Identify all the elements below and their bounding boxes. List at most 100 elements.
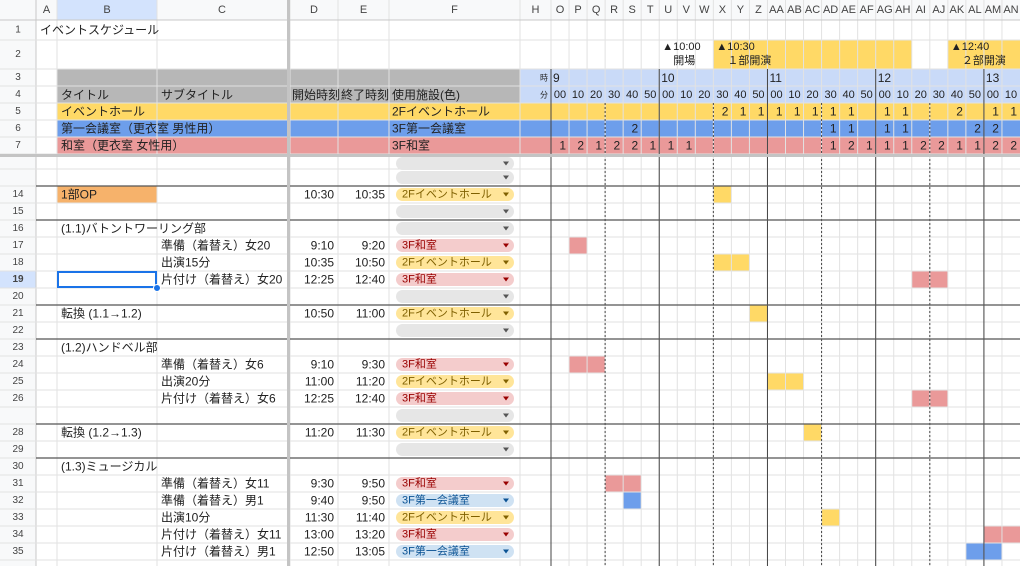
- facility-chip[interactable]: [396, 426, 514, 439]
- facility-chip[interactable]: [396, 307, 514, 320]
- milestone-label: ２部開演: [962, 53, 1006, 67]
- gantt-cell: [569, 237, 588, 254]
- usage-count: 1: [902, 105, 909, 119]
- start-time: 9:40: [311, 494, 335, 508]
- minute: 10: [1005, 89, 1017, 101]
- facility-chip[interactable]: [396, 392, 514, 405]
- end-time: 11:40: [356, 511, 385, 525]
- chip-arrow[interactable]: [503, 379, 509, 384]
- row-number: 21: [12, 308, 24, 319]
- usage-count: 2: [992, 122, 999, 136]
- column-header: F: [451, 4, 458, 16]
- facility-chip[interactable]: [396, 511, 514, 524]
- facility-chip-label: 2Fイベントホール: [402, 511, 492, 524]
- facility-chip[interactable]: [396, 528, 514, 541]
- milestone-label: １部開演: [727, 53, 771, 67]
- chip-arrow[interactable]: [503, 549, 509, 554]
- minute: 20: [915, 89, 927, 101]
- column-title: 開始時刻: [292, 88, 340, 102]
- end-time: 10:50: [355, 256, 385, 270]
- minute: 40: [734, 89, 746, 101]
- column-header: Y: [737, 4, 745, 16]
- gantt-cell: [983, 543, 1002, 560]
- chip-arrow[interactable]: [503, 430, 509, 435]
- chip-arrow[interactable]: [503, 532, 509, 537]
- chip-arrow[interactable]: [503, 277, 509, 282]
- facility-chip[interactable]: [396, 273, 514, 286]
- chip-arrow[interactable]: [503, 243, 509, 248]
- facility-chip-label: 3F和室: [402, 357, 437, 371]
- facility-chip[interactable]: [396, 157, 514, 170]
- facility-chip[interactable]: [396, 375, 514, 388]
- facility-chip[interactable]: [396, 494, 514, 507]
- minute: 50: [752, 89, 764, 101]
- start-time: 9:30: [311, 477, 335, 491]
- facility-chip-label: 3F和室: [402, 476, 437, 490]
- chip-arrow[interactable]: [503, 362, 509, 367]
- subtitle: 準備（着替え）男1: [161, 493, 264, 508]
- column-title: サブタイトル: [161, 87, 233, 102]
- hour: 10: [661, 71, 675, 85]
- usage-count: 2: [920, 139, 927, 153]
- chip-arrow[interactable]: [503, 311, 509, 316]
- chip-arrow[interactable]: [503, 175, 509, 180]
- usage-count: 2: [632, 122, 639, 136]
- facility-chip-label: 2Fイベントホール: [402, 307, 492, 320]
- gantt-cell: [623, 492, 642, 509]
- facility-chip-label: 3F和室: [402, 391, 437, 405]
- chip-arrow[interactable]: [503, 447, 509, 452]
- facility-chip[interactable]: [396, 545, 514, 558]
- minute: 10: [897, 89, 909, 101]
- start-time: 10:30: [304, 188, 334, 202]
- chip-arrow[interactable]: [503, 328, 509, 333]
- facility-chip[interactable]: [396, 256, 514, 269]
- column-header: Z: [755, 4, 762, 16]
- gantt-cell: [965, 543, 984, 560]
- end-time: 9:50: [362, 477, 386, 491]
- facility-chip[interactable]: [396, 358, 514, 371]
- facility-chip-label: 3F和室: [402, 238, 437, 252]
- subtitle: 準備（着替え）女20: [161, 238, 271, 253]
- chip-arrow[interactable]: [503, 161, 509, 166]
- usage-count: 1: [884, 105, 891, 119]
- row-number: 6: [15, 123, 21, 134]
- chip-arrow[interactable]: [503, 413, 509, 418]
- chip-arrow[interactable]: [503, 260, 509, 265]
- row-number: 28: [12, 427, 24, 438]
- minute: 40: [843, 89, 855, 101]
- minute: 00: [662, 89, 674, 101]
- chip-arrow[interactable]: [503, 498, 509, 503]
- start-time: 9:10: [311, 358, 335, 372]
- column-header: AF: [860, 4, 874, 16]
- chip-arrow[interactable]: [503, 294, 509, 299]
- facility-chip[interactable]: [396, 188, 514, 201]
- chip-arrow[interactable]: [503, 481, 509, 486]
- facility-row: [290, 120, 1020, 137]
- chip-arrow[interactable]: [503, 209, 509, 214]
- end-time: 9:30: [362, 358, 386, 372]
- facility-chip[interactable]: [396, 239, 514, 252]
- facility-chip[interactable]: [396, 171, 514, 184]
- hour: 12: [878, 71, 892, 85]
- facility-chip[interactable]: [396, 477, 514, 490]
- minute: 30: [608, 89, 620, 101]
- column-header: AH: [895, 4, 910, 16]
- facility-chip[interactable]: [396, 409, 514, 422]
- chip-arrow[interactable]: [503, 226, 509, 231]
- subtitle: 出演20分: [161, 374, 210, 389]
- facility-chip[interactable]: [396, 222, 514, 235]
- facility-chip[interactable]: [396, 290, 514, 303]
- gantt-cell: [929, 271, 948, 288]
- column-header: D: [310, 4, 318, 16]
- chip-arrow[interactable]: [503, 515, 509, 520]
- chip-arrow[interactable]: [503, 396, 509, 401]
- facility-row: [57, 137, 287, 154]
- milestone-band: [713, 40, 912, 69]
- facility-chip[interactable]: [396, 205, 514, 218]
- facility-chip[interactable]: [396, 443, 514, 456]
- facility-chip[interactable]: [396, 324, 514, 337]
- minute: 20: [698, 89, 710, 101]
- chip-arrow[interactable]: [503, 192, 509, 197]
- title: 1部OP: [61, 187, 97, 202]
